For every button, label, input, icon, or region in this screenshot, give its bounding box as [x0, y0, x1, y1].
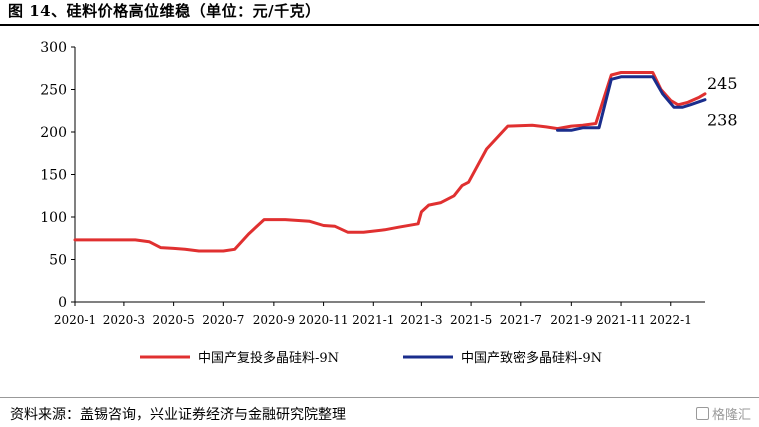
watermark-logo-icon [695, 407, 709, 420]
chart-legend: 中国产复投多晶硅料-9N 中国产致密多晶硅料-9N [140, 350, 602, 366]
chart-axes: 0 50 100 150 200 250 300 2020-1 2020-3 2020-5 2020… [40, 40, 705, 327]
series-line-2 [556, 75, 707, 132]
x-tick-label: 2021-1 [352, 313, 394, 327]
series-line-1 [73, 71, 707, 253]
y-tick-label: 300 [40, 40, 67, 56]
x-tick-label: 2021-5 [450, 313, 492, 327]
y-tick-label: 150 [40, 168, 67, 184]
watermark: 格隆汇 [695, 404, 751, 423]
title-divider [0, 24, 759, 26]
legend-label-1: 中国产复投多晶硅料-9N [198, 350, 339, 366]
y-tick-label: 100 [40, 210, 67, 226]
y-tick-label: 50 [49, 253, 67, 269]
source-note: 资料来源：盖锡咨询，兴业证券经济与金融研究院整理 [10, 407, 346, 423]
x-tick-label: 2020-7 [202, 313, 244, 327]
y-tick-label: 0 [58, 295, 67, 311]
end-value-label-2: 238 [707, 111, 738, 130]
x-tick-label: 2020-11 [299, 313, 349, 327]
footer-divider [0, 397, 759, 398]
line-chart: 0 50 100 150 200 250 300 2020-1 2020-3 2020-5 2020… [40, 40, 738, 366]
chart-series-layer [73, 71, 707, 253]
x-tick-label: 2021-11 [596, 313, 646, 327]
y-tick-label: 250 [40, 83, 67, 99]
x-tick-label: 2020-5 [152, 313, 194, 327]
watermark-text: 格隆汇 [711, 408, 751, 423]
x-tick-label: 2020-9 [253, 313, 295, 327]
x-tick-label: 2021-9 [550, 313, 592, 327]
legend-label-2: 中国产致密多晶硅料-9N [461, 350, 602, 366]
x-tick-label: 2021-7 [500, 313, 542, 327]
y-tick-label: 200 [40, 125, 67, 141]
x-tick-label: 2020-1 [54, 313, 96, 327]
x-tick-label: 2020-3 [103, 313, 145, 327]
end-value-label-1: 245 [707, 74, 738, 93]
x-tick-label: 2021-3 [400, 313, 442, 327]
chart-labels-layer: 245 238 [707, 74, 738, 130]
chart-title: 图 14、硅料价格高位维稳（单位：元/千克） [8, 2, 321, 20]
x-tick-label: 2022-1 [650, 313, 692, 327]
